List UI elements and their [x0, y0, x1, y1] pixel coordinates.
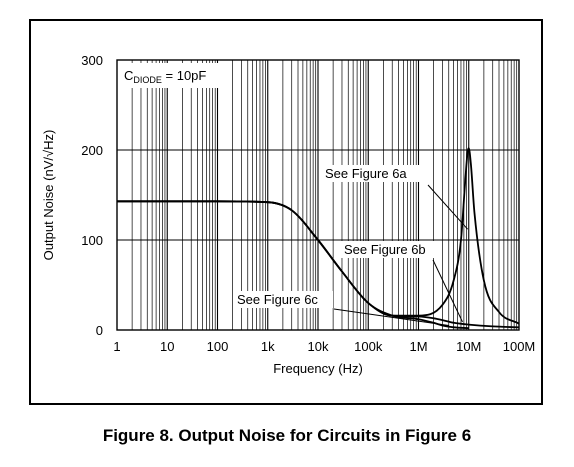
x-tick-label: 1M: [409, 339, 427, 354]
y-tick-label: 0: [96, 323, 103, 338]
x-tick-label: 100: [207, 339, 229, 354]
x-axis-label: Frequency (Hz): [273, 361, 363, 376]
chart-frame: 1 10 100 1k 10k 100k 1M 10M 100M 0 100 200 300 Freque…: [29, 19, 543, 405]
leader-line: [432, 259, 463, 323]
output-noise-chart: 1 10 100 1k 10k 100k 1M 10M 100M 0 100 200 300 Freque…: [41, 53, 536, 376]
series-line-6c: [116, 200, 469, 330]
x-tick-label: 1k: [261, 339, 275, 354]
annotation-symbol: C: [124, 68, 133, 83]
leader-line: [427, 184, 469, 230]
cdiode-annotation: CDIODE = 10pF: [124, 68, 206, 85]
y-tick-label: 100: [81, 233, 103, 248]
y-axis-label: Output Noise (nV/√Hz): [41, 130, 56, 261]
x-tick-label: 10: [160, 339, 174, 354]
plot-border: [116, 59, 520, 331]
series-label-bg: [322, 165, 421, 182]
y-tick-label: 200: [81, 143, 103, 158]
figure-caption: Figure 8. Output Noise for Circuits in F…: [102, 426, 472, 445]
x-tick-label: 10k: [308, 339, 329, 354]
series-label-bg: [341, 241, 440, 258]
y-tick-label: 300: [81, 53, 103, 68]
series-label-6b: See Figure 6b: [344, 242, 426, 257]
annotation-subscript: DIODE: [133, 75, 162, 85]
leader-line: [333, 308, 449, 326]
x-tick-label: 1: [113, 339, 120, 354]
series-label-bg: [234, 291, 333, 308]
annotation-value: = 10pF: [162, 68, 207, 83]
grid: [117, 60, 519, 330]
series-label-6c: See Figure 6c: [237, 292, 318, 307]
x-tick-label: 100k: [354, 339, 383, 354]
series-label-6a: See Figure 6a: [325, 166, 407, 181]
x-tick-label: 10M: [456, 339, 481, 354]
annotation-bg: [120, 63, 220, 88]
x-tick-label: 100M: [503, 339, 536, 354]
